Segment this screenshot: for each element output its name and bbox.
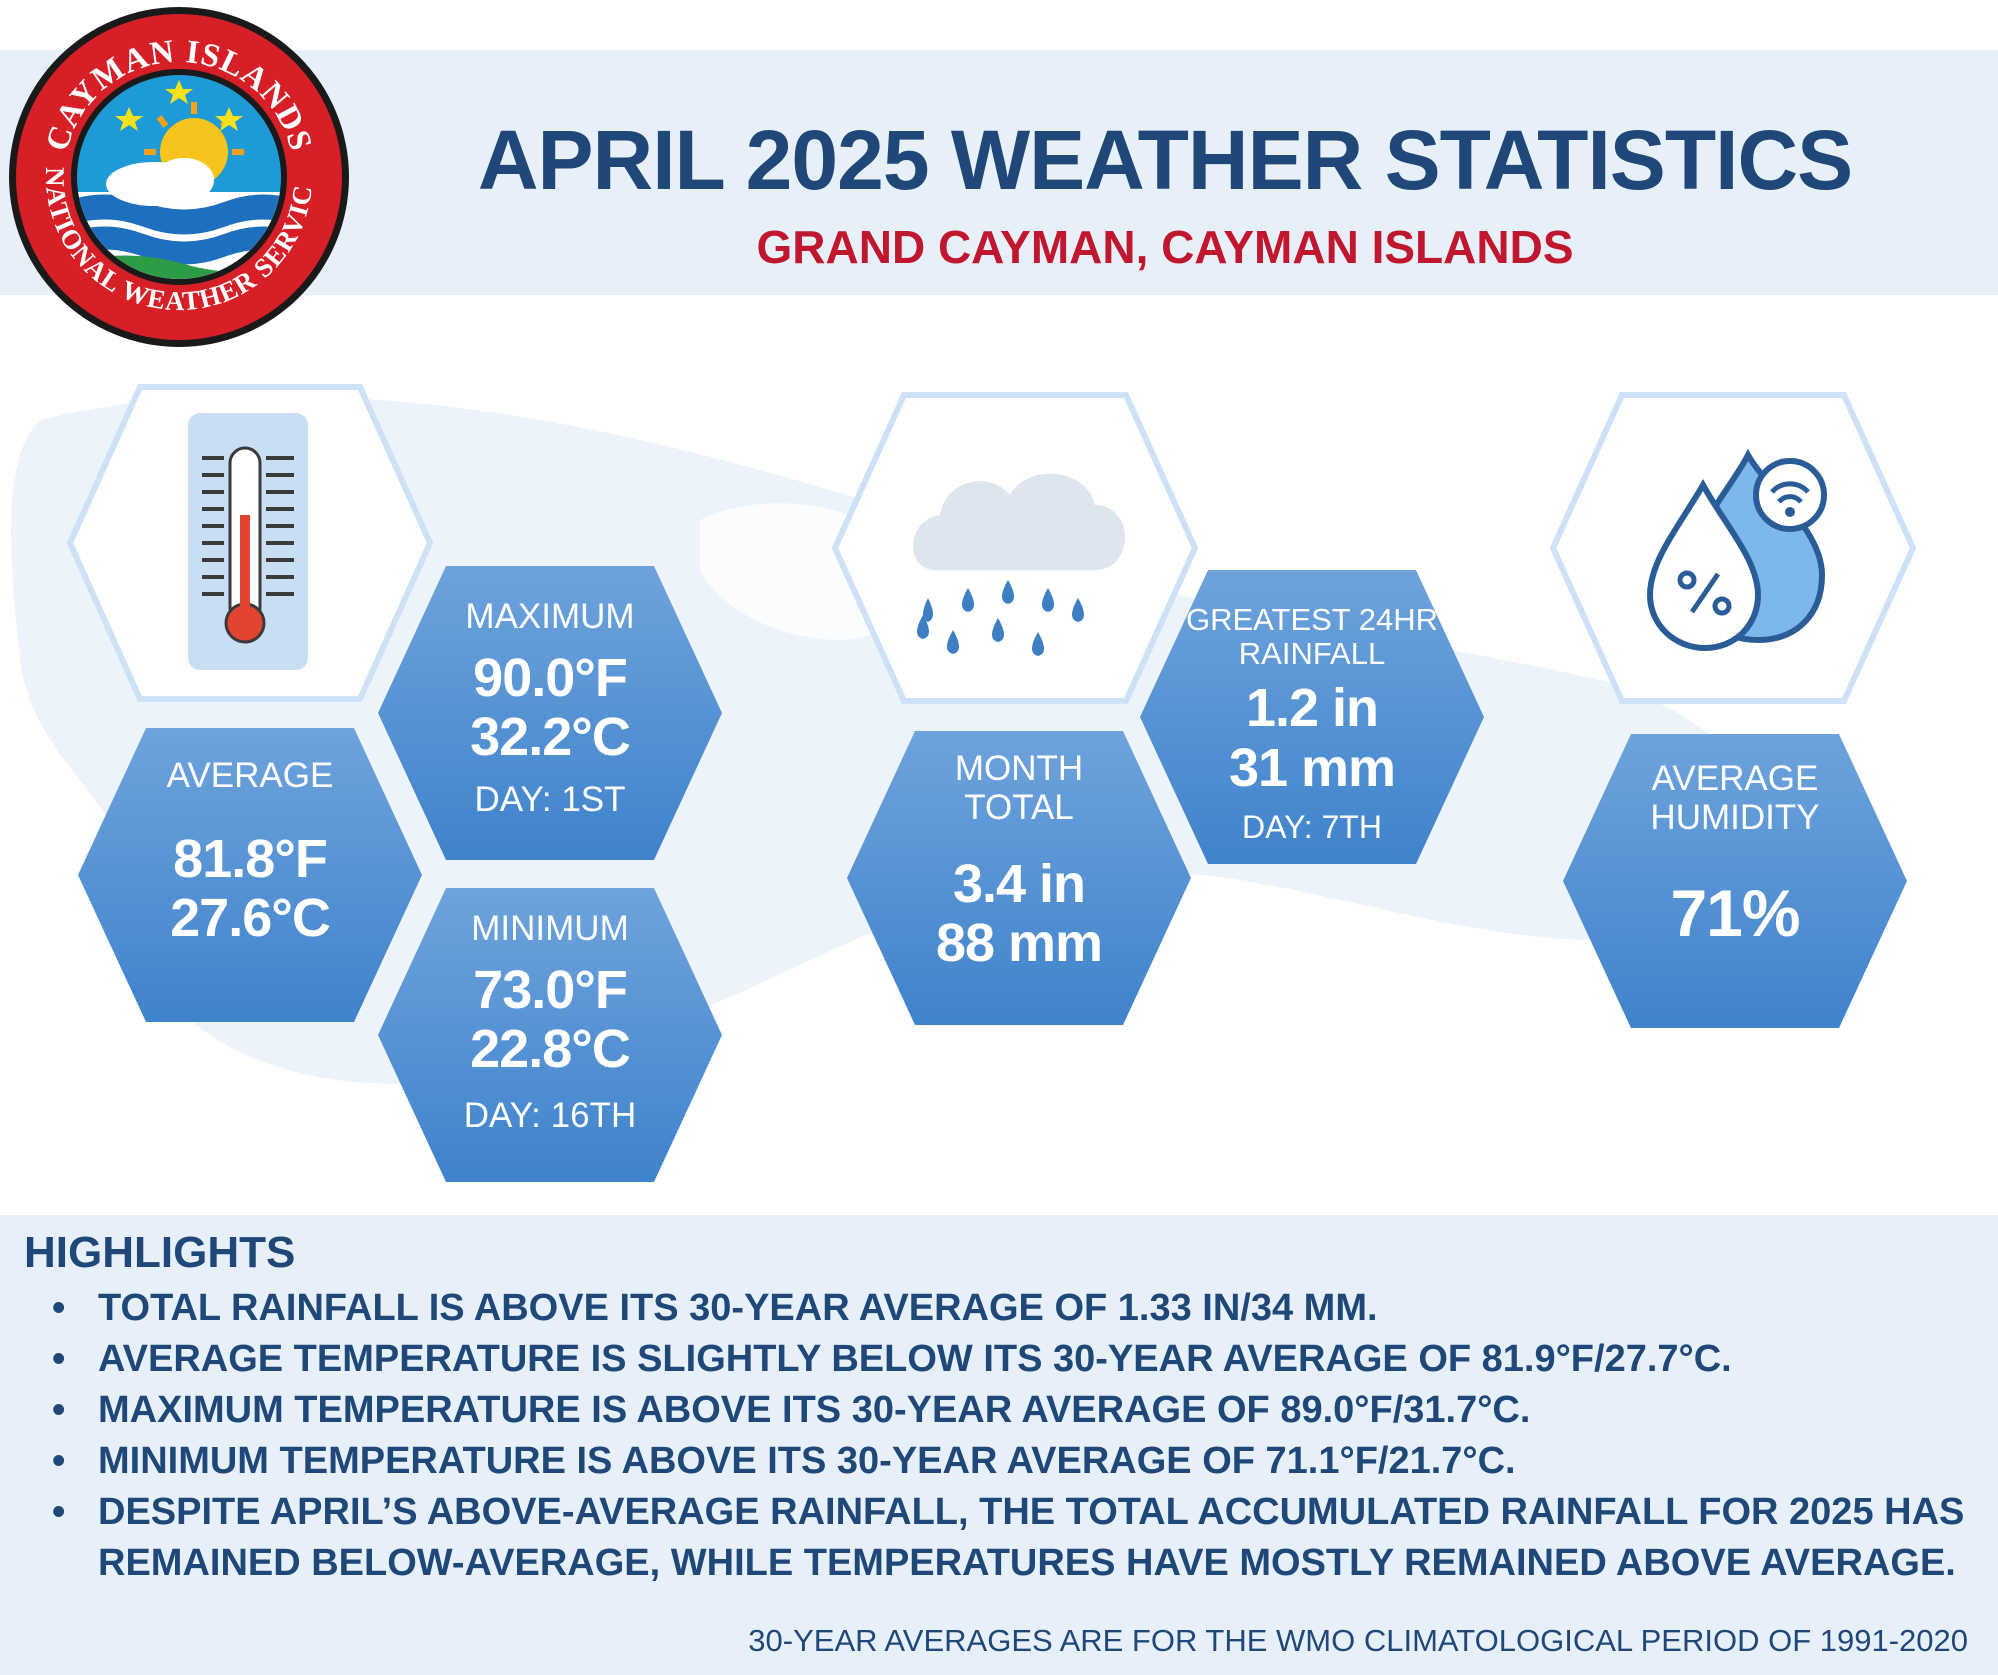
max-temp-stat: MAXIMUM 90.0°F 32.2°C DAY: 1ST bbox=[440, 597, 660, 820]
greatest-24hr-stat: GREATEST 24HR RAINFALL 1.2 in 31 mm DAY:… bbox=[1180, 602, 1444, 845]
month-total-stat: MONTH TOTAL 3.4 in 88 mm bbox=[900, 749, 1138, 974]
max-temp-day: DAY: 1ST bbox=[474, 780, 626, 820]
rain-cloud-icon bbox=[913, 473, 1125, 656]
month-total-in: 3.4 in bbox=[952, 854, 1086, 914]
humidity-label-2: HUMIDITY bbox=[1650, 797, 1820, 837]
avg-temp-label: AVERAGE bbox=[166, 756, 334, 795]
humidity-value: 71% bbox=[1670, 876, 1800, 950]
month-total-mm: 88 mm bbox=[935, 913, 1103, 974]
humidity-label-1: AVERAGE bbox=[1651, 759, 1819, 798]
min-temp-day: DAY: 16TH bbox=[463, 1096, 637, 1136]
highlight-item: TOTAL RAINFALL IS ABOVE ITS 30-YEAR AVER… bbox=[50, 1283, 1970, 1334]
max-temp-hex bbox=[378, 566, 722, 860]
avg-temp-hex bbox=[78, 728, 422, 1022]
highlight-item: DESPITE APRIL’S ABOVE-AVERAGE RAINFALL, … bbox=[50, 1487, 1970, 1589]
max-temp-c: 32.2°C bbox=[470, 706, 631, 767]
min-temp-label: MINIMUM bbox=[471, 909, 629, 948]
humidity-drops-icon bbox=[1646, 448, 1827, 652]
footnote: 30-YEAR AVERAGES ARE FOR THE WMO CLIMATO… bbox=[748, 1623, 1968, 1658]
page-title: APRIL 2025 WEATHER STATISTICS bbox=[477, 113, 1853, 207]
highlight-item: MINIMUM TEMPERATURE IS ABOVE ITS 30-YEAR… bbox=[50, 1436, 1970, 1487]
greatest-24hr-day: DAY: 7TH bbox=[1242, 808, 1382, 845]
humidity-stat: AVERAGE HUMIDITY 71% bbox=[1620, 759, 1850, 950]
max-temp-label: MAXIMUM bbox=[465, 597, 635, 636]
humidity-hex bbox=[1563, 734, 1907, 1028]
avg-temp-c: 27.6°C bbox=[170, 887, 331, 948]
highlights-list: TOTAL RAINFALL IS ABOVE ITS 30-YEAR AVER… bbox=[50, 1283, 1970, 1589]
highlights-title: HIGHLIGHTS bbox=[24, 1228, 296, 1277]
month-total-label-2: TOTAL bbox=[964, 787, 1074, 827]
avg-temp-stat: AVERAGE 81.8°F 27.6°C bbox=[146, 756, 354, 948]
avg-temp-f: 81.8°F bbox=[173, 828, 328, 889]
month-total-hex bbox=[847, 731, 1191, 1025]
cayman-nws-logo: CAYMAN ISLANDS NATIONAL WEATHER SERVICE bbox=[4, 2, 349, 347]
greatest-24hr-hex bbox=[1140, 570, 1484, 864]
greatest-24hr-label-2: RAINFALL bbox=[1238, 636, 1386, 672]
thermometer-icon bbox=[188, 413, 308, 670]
min-temp-stat: MINIMUM 73.0°F 22.8°C DAY: 16TH bbox=[440, 909, 660, 1136]
min-temp-c: 22.8°C bbox=[470, 1018, 631, 1079]
highlight-item: MAXIMUM TEMPERATURE IS ABOVE ITS 30-YEAR… bbox=[50, 1385, 1970, 1436]
highlight-item: AVERAGE TEMPERATURE IS SLIGHTLY BELOW IT… bbox=[50, 1334, 1970, 1385]
page-subtitle: GRAND CAYMAN, CAYMAN ISLANDS bbox=[756, 221, 1574, 273]
max-temp-f: 90.0°F bbox=[473, 647, 628, 708]
min-temp-hex bbox=[378, 888, 722, 1182]
greatest-24hr-in: 1.2 in bbox=[1245, 678, 1379, 739]
greatest-24hr-label-1: GREATEST 24HR bbox=[1185, 602, 1439, 637]
month-total-label-1: MONTH bbox=[954, 749, 1084, 788]
min-temp-f: 73.0°F bbox=[473, 959, 628, 1020]
greatest-24hr-mm: 31 mm bbox=[1228, 737, 1396, 798]
